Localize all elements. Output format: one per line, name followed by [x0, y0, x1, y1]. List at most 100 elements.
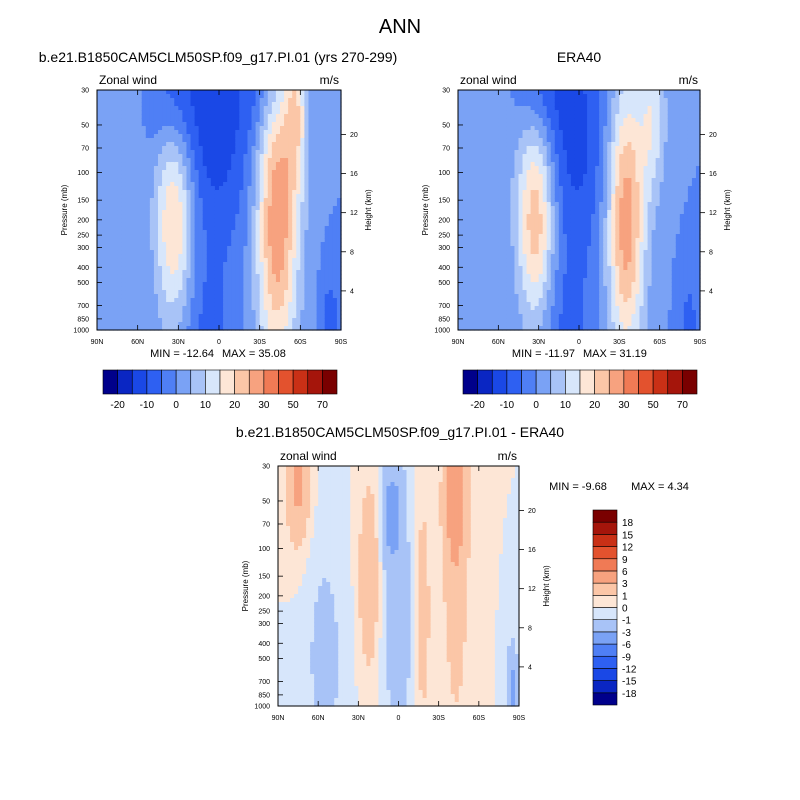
heatmap-cell	[312, 306, 318, 311]
heatmap-cell	[518, 182, 524, 187]
heatmap-cell	[312, 90, 318, 95]
heatmap-cell	[300, 290, 305, 295]
heatmap-cell	[194, 314, 200, 319]
heatmap-cell	[514, 174, 520, 179]
heatmap-cell	[336, 218, 342, 223]
heatmap-cell	[522, 106, 528, 111]
heatmap-cell	[288, 154, 293, 159]
heatmap-cell	[251, 278, 257, 283]
heatmap-cell	[162, 150, 167, 155]
heatmap-cell	[141, 222, 147, 227]
heatmap-cell	[137, 146, 143, 151]
heatmap-cell	[194, 298, 200, 303]
heatmap-cell	[235, 278, 240, 283]
heatmap-cell	[255, 154, 261, 159]
heatmap-cell	[263, 246, 269, 251]
heatmap-cell	[153, 222, 159, 227]
heatmap-cell	[308, 110, 314, 115]
heatmap-cell	[494, 182, 499, 187]
heatmap-cell	[486, 134, 491, 139]
heatmap-cell	[470, 278, 475, 283]
heatmap-cell	[304, 198, 310, 203]
heatmap-cell	[530, 266, 536, 271]
heatmap-cell	[494, 246, 499, 251]
heatmap-cell	[137, 250, 143, 255]
heatmap-cell	[538, 194, 544, 199]
heatmap-cell	[210, 210, 216, 215]
heatmap-cell	[186, 154, 192, 159]
heatmap-cell	[198, 138, 204, 143]
heatmap-cell	[498, 278, 503, 283]
heatmap-cell	[125, 318, 131, 323]
heatmap-cell	[267, 218, 273, 223]
heatmap-cell	[105, 318, 110, 323]
heatmap-cell	[275, 270, 281, 275]
heatmap-cell	[166, 246, 171, 251]
heatmap-cell	[255, 250, 261, 255]
heatmap-cell	[510, 150, 516, 155]
heatmap-cell	[292, 130, 297, 135]
heatmap-cell	[332, 90, 338, 95]
heatmap-cell	[190, 310, 196, 315]
heatmap-cell	[510, 306, 516, 311]
heatmap-cell	[125, 170, 131, 175]
heatmap-cell	[466, 90, 471, 95]
heatmap-cell	[158, 214, 163, 219]
heatmap-cell	[235, 306, 240, 311]
heatmap-cell	[332, 254, 338, 259]
heatmap-cell	[506, 262, 512, 267]
heatmap-cell	[255, 202, 261, 207]
heatmap-cell	[194, 214, 200, 219]
heatmap-cell	[247, 226, 253, 231]
heatmap-cell	[243, 218, 249, 223]
heatmap-cell	[542, 154, 548, 159]
heatmap-cell	[292, 98, 297, 103]
heatmap-cell	[235, 142, 240, 147]
heatmap-cell	[474, 110, 479, 115]
heatmap-cell	[466, 318, 471, 323]
heatmap-cell	[470, 218, 475, 223]
heatmap-cell	[275, 166, 281, 171]
heatmap-cell	[194, 266, 200, 271]
heatmap-cell	[332, 186, 338, 191]
heatmap-cell	[263, 322, 269, 327]
heatmap-cell	[288, 126, 293, 131]
heatmap-cell	[510, 314, 516, 319]
heatmap-cell	[526, 106, 532, 111]
heatmap-cell	[231, 314, 236, 319]
heatmap-cell	[231, 266, 236, 271]
heatmap-cell	[470, 110, 475, 115]
heatmap-cell	[190, 306, 196, 311]
x-tick-label: 30N	[172, 339, 185, 346]
heatmap-cell	[542, 206, 548, 211]
heatmap-cell	[170, 198, 175, 203]
heatmap-cell	[186, 274, 192, 279]
heatmap-cell	[129, 294, 135, 299]
heatmap-cell	[219, 322, 224, 327]
heatmap-cell	[271, 110, 277, 115]
heatmap-cell	[255, 286, 261, 291]
heatmap-cell	[320, 106, 326, 111]
heatmap-cell	[518, 326, 524, 331]
heatmap-cell	[125, 314, 131, 319]
heatmap-cell	[494, 262, 499, 267]
heatmap-cell	[255, 290, 261, 295]
heatmap-cell	[284, 230, 289, 235]
heatmap-cell	[470, 290, 475, 295]
heatmap-cell	[502, 94, 507, 99]
heatmap-cell	[530, 142, 536, 147]
heatmap-cell	[518, 190, 524, 195]
heatmap-cell	[292, 226, 297, 231]
heatmap-cell	[105, 186, 110, 191]
heatmap-cell	[271, 314, 277, 319]
heatmap-cell	[263, 238, 269, 243]
heatmap-cell	[255, 190, 261, 195]
colorbar-box	[205, 369, 221, 395]
heatmap-cell	[239, 218, 244, 223]
heatmap-cell	[518, 274, 524, 279]
heatmap-cell	[308, 118, 314, 123]
heatmap-cell	[271, 326, 277, 331]
heatmap-cell	[478, 90, 483, 95]
heatmap-cell	[190, 286, 196, 291]
heatmap-cell	[300, 234, 305, 239]
